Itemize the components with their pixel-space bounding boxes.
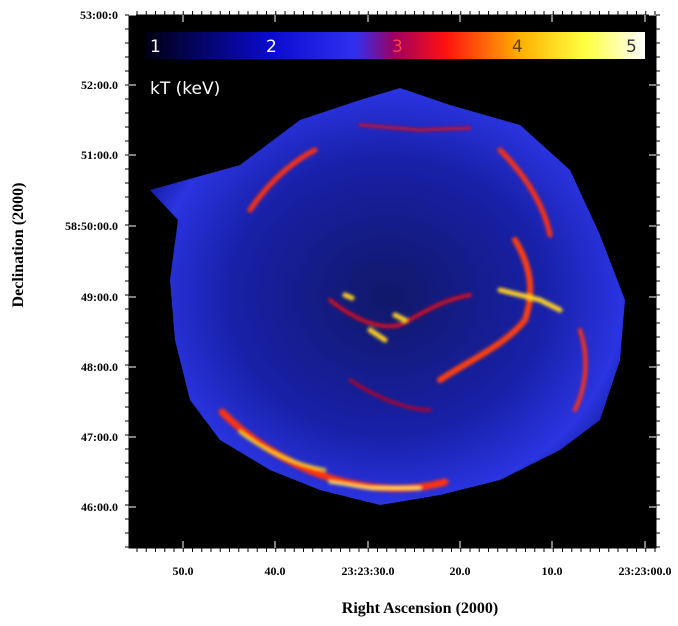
x-tick-label: 20.0 (450, 564, 471, 578)
x-tick-label: 23:23:30.0 (342, 564, 395, 578)
x-tick-label: 40.0 (265, 564, 286, 578)
ticks (125, 11, 660, 552)
y-axis-title: Declination (2000) (10, 183, 27, 308)
x-tick-label: 10.0 (542, 564, 563, 578)
colorbar-label: 4 (512, 37, 523, 57)
colorbar-label: 1 (150, 37, 161, 57)
colorbar-label: 3 (392, 37, 403, 57)
hot-filaments (218, 123, 588, 492)
colorbar (145, 32, 645, 59)
remnant (150, 88, 625, 505)
y-tick-label: 47:00.0 (81, 430, 118, 444)
y-tick-label: 58:50:00.0 (65, 219, 118, 233)
y-tick-label: 52:00.0 (81, 78, 118, 92)
y-tick-label: 53:00:0 (80, 8, 118, 22)
y-tick-label: 48:00.0 (81, 360, 118, 374)
x-tick-label: 50.0 (173, 564, 194, 578)
x-axis-title: Right Ascension (2000) (342, 600, 498, 617)
colorbar-label: 2 (266, 37, 277, 57)
y-tick-label: 46:00.0 (81, 500, 118, 514)
colorbar-label: 5 (626, 37, 637, 57)
x-tick-label: 23:23:00.0 (619, 564, 672, 578)
colorbar-title: kT (keV) (150, 79, 220, 99)
y-tick-label: 49:00.0 (81, 290, 118, 304)
y-tick-label: 51:00.0 (81, 148, 118, 162)
